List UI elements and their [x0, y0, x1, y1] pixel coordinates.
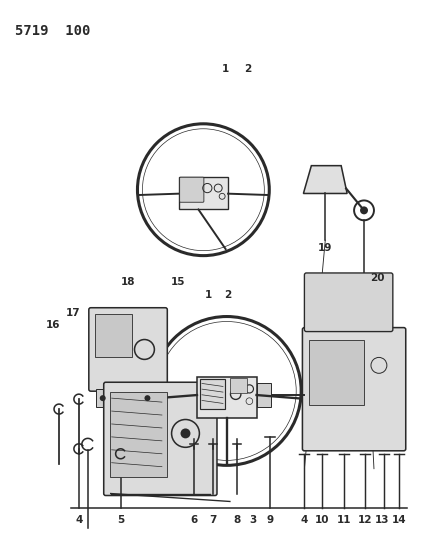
Bar: [197, 377, 256, 417]
Text: 4: 4: [75, 515, 83, 526]
Bar: [230, 378, 247, 393]
Bar: [257, 383, 270, 407]
Text: 20: 20: [370, 273, 384, 283]
FancyBboxPatch shape: [304, 273, 393, 332]
FancyBboxPatch shape: [89, 308, 167, 391]
FancyBboxPatch shape: [104, 382, 217, 496]
Text: 6: 6: [190, 515, 198, 526]
Text: 5: 5: [117, 515, 124, 526]
Circle shape: [100, 395, 106, 401]
Text: 16: 16: [46, 320, 60, 329]
Text: 10: 10: [315, 515, 330, 526]
Text: 2: 2: [244, 64, 251, 74]
Circle shape: [145, 395, 150, 401]
Text: 14: 14: [392, 515, 406, 526]
Bar: [95, 314, 132, 358]
Text: 2: 2: [224, 290, 232, 300]
Text: 15: 15: [171, 277, 185, 287]
Bar: [178, 176, 228, 209]
FancyBboxPatch shape: [303, 328, 406, 451]
Circle shape: [181, 429, 190, 438]
Bar: [96, 389, 155, 407]
Text: 17: 17: [65, 308, 80, 318]
Text: 13: 13: [374, 515, 389, 526]
Text: 19: 19: [318, 243, 333, 253]
Text: 4: 4: [301, 515, 308, 526]
Text: 8: 8: [233, 515, 241, 526]
Text: 1: 1: [205, 290, 212, 300]
Bar: [200, 379, 225, 409]
FancyBboxPatch shape: [180, 177, 204, 202]
Circle shape: [360, 206, 368, 214]
Text: 5719  100: 5719 100: [15, 23, 91, 38]
Bar: [309, 340, 364, 405]
Bar: [110, 392, 166, 478]
Text: 9: 9: [266, 515, 273, 526]
Text: 12: 12: [358, 515, 372, 526]
Polygon shape: [303, 166, 347, 193]
Text: 7: 7: [209, 515, 217, 526]
Text: 3: 3: [249, 515, 256, 526]
Text: 1: 1: [222, 64, 229, 74]
Text: 18: 18: [120, 277, 135, 287]
Text: 11: 11: [337, 515, 351, 526]
